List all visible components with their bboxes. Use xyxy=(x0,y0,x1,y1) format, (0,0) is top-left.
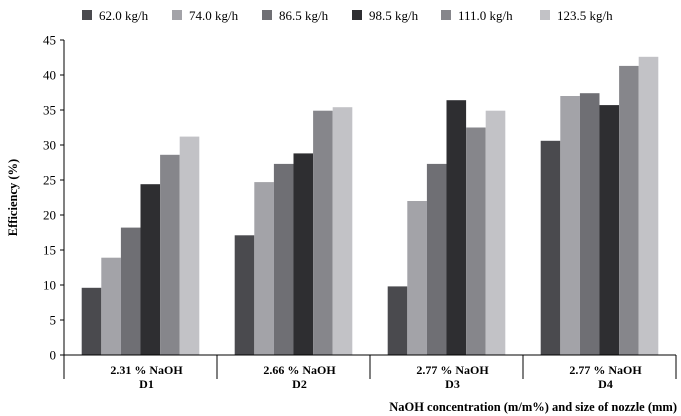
bar xyxy=(446,100,467,355)
bar xyxy=(387,286,408,355)
legend-label: 86.5 kg/h xyxy=(279,8,329,23)
axes xyxy=(63,40,677,379)
y-tick-label: 45 xyxy=(43,33,56,48)
bar xyxy=(293,153,314,355)
x-category-label: 2.77 % NaOH xyxy=(416,363,489,377)
bar xyxy=(81,287,102,355)
bar xyxy=(540,140,561,355)
y-tick-label: 20 xyxy=(43,208,56,223)
x-category-label: D1 xyxy=(139,377,154,391)
bars xyxy=(81,56,659,356)
legend: 62.0 kg/h 74.0 kg/h 86.5 kg/h 98.5 kg/h 111.… xyxy=(82,8,613,23)
bar xyxy=(179,136,200,355)
y-axis-ticks: 0 5 10 15 20 25 30 35 40 45 xyxy=(43,33,64,363)
legend-label: 98.5 kg/h xyxy=(369,8,419,23)
y-tick-label: 35 xyxy=(43,103,56,118)
bar xyxy=(140,184,161,355)
bar xyxy=(485,110,506,355)
x-category-label: D2 xyxy=(292,377,307,391)
x-category-label: 2.77 % NaOH xyxy=(569,363,642,377)
bar xyxy=(599,105,620,355)
bar xyxy=(560,96,580,355)
legend-label: 74.0 kg/h xyxy=(189,8,239,23)
y-tick-label: 25 xyxy=(43,173,56,188)
legend-label: 62.0 kg/h xyxy=(99,8,149,23)
legend-swatch xyxy=(172,10,182,20)
legend-swatch xyxy=(540,10,550,20)
bar xyxy=(234,235,255,355)
bar xyxy=(466,127,486,355)
bar xyxy=(638,56,659,356)
bar xyxy=(160,154,180,355)
x-category-label: D4 xyxy=(598,377,613,391)
y-tick-label: 0 xyxy=(50,348,57,363)
bar xyxy=(579,93,600,355)
legend-swatch xyxy=(352,10,362,20)
y-tick-label: 5 xyxy=(50,313,57,328)
y-tick-label: 40 xyxy=(43,68,56,83)
x-axis-title: NaOH concentration (m/m%) and size of no… xyxy=(389,400,677,414)
bar xyxy=(407,201,427,355)
bar xyxy=(273,163,294,355)
y-tick-label: 15 xyxy=(43,243,56,258)
legend-swatch xyxy=(82,10,92,20)
bar xyxy=(332,107,353,355)
x-category-label: 2.31 % NaOH xyxy=(110,363,183,377)
bar xyxy=(619,65,639,356)
bar xyxy=(426,163,447,355)
legend-label: 123.5 kg/h xyxy=(557,8,613,23)
y-tick-label: 10 xyxy=(43,278,56,293)
bar xyxy=(254,182,274,355)
x-category-label: 2.66 % NaOH xyxy=(263,363,336,377)
bar xyxy=(313,110,333,355)
x-category-label: D3 xyxy=(445,377,460,391)
legend-label: 111.0 kg/h xyxy=(458,8,513,23)
legend-swatch xyxy=(441,10,451,20)
y-axis-title: Efficiency (%) xyxy=(6,159,20,236)
bar xyxy=(101,257,121,355)
y-tick-label: 30 xyxy=(43,138,56,153)
bar xyxy=(120,227,141,355)
legend-swatch xyxy=(262,10,272,20)
